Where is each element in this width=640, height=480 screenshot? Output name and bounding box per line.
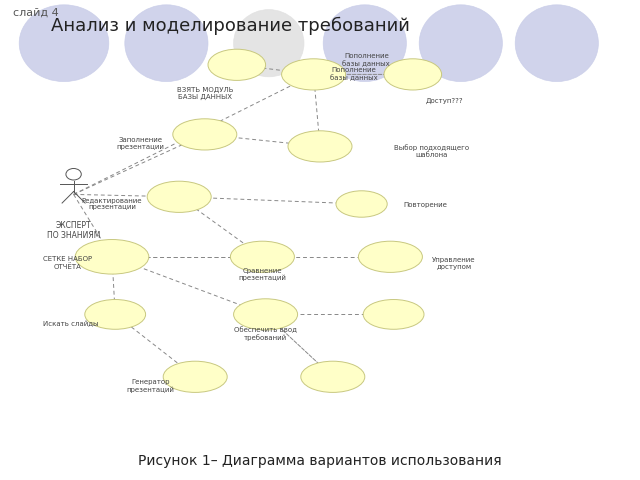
Text: ВЗЯТЬ МОДУЛЬ
БАЗЫ ДАННЫХ: ВЗЯТЬ МОДУЛЬ БАЗЫ ДАННЫХ — [177, 87, 233, 100]
Ellipse shape — [234, 10, 304, 77]
Ellipse shape — [364, 300, 424, 329]
Ellipse shape — [282, 59, 346, 90]
Ellipse shape — [125, 5, 208, 82]
Text: Управление
доступом: Управление доступом — [432, 256, 476, 270]
Ellipse shape — [384, 59, 442, 90]
Ellipse shape — [301, 361, 365, 393]
Ellipse shape — [358, 241, 422, 272]
Ellipse shape — [84, 300, 146, 329]
Ellipse shape — [323, 5, 406, 82]
Ellipse shape — [336, 191, 387, 217]
Text: Пополнение
базы данных: Пополнение базы данных — [330, 67, 378, 82]
Text: Сравнение
презентаций: Сравнение презентаций — [239, 268, 286, 281]
Text: Доступ???: Доступ??? — [426, 98, 463, 104]
Text: Генератор
презентаций: Генератор презентаций — [127, 379, 174, 393]
Text: Искать слайды: Искать слайды — [43, 321, 98, 327]
Ellipse shape — [419, 5, 502, 82]
Ellipse shape — [147, 181, 211, 213]
Text: Обеспечить ввод
требований: Обеспечить ввод требований — [234, 326, 297, 341]
Ellipse shape — [19, 5, 109, 82]
Ellipse shape — [515, 5, 598, 82]
Text: СЕТКЕ НАБОР
ОТЧЁТА: СЕТКЕ НАБОР ОТЧЁТА — [43, 256, 92, 270]
Text: Заполнение
презентации: Заполнение презентации — [117, 137, 164, 151]
Text: Рисунок 1– Диаграмма вариантов использования: Рисунок 1– Диаграмма вариантов использов… — [138, 454, 502, 468]
Ellipse shape — [234, 299, 298, 330]
Text: Редактирование
презентации: Редактирование презентации — [82, 197, 142, 211]
Text: Анализ и моделирование требований: Анализ и моделирование требований — [51, 17, 410, 35]
Text: Пополнение
базы данных: Пополнение базы данных — [342, 53, 390, 67]
Ellipse shape — [230, 241, 294, 272]
Text: ЭКСПЕРТ
ПО ЗНАНИЯМ: ЭКСПЕРТ ПО ЗНАНИЯМ — [47, 221, 100, 240]
Ellipse shape — [288, 131, 352, 162]
Ellipse shape — [208, 49, 266, 81]
Circle shape — [66, 168, 81, 180]
Ellipse shape — [163, 361, 227, 393]
Text: Выбор подходящего
шаблона: Выбор подходящего шаблона — [394, 144, 468, 158]
Text: слайд 4: слайд 4 — [13, 7, 58, 17]
Text: Повторение: Повторение — [403, 203, 447, 208]
Ellipse shape — [76, 240, 149, 274]
Ellipse shape — [173, 119, 237, 150]
